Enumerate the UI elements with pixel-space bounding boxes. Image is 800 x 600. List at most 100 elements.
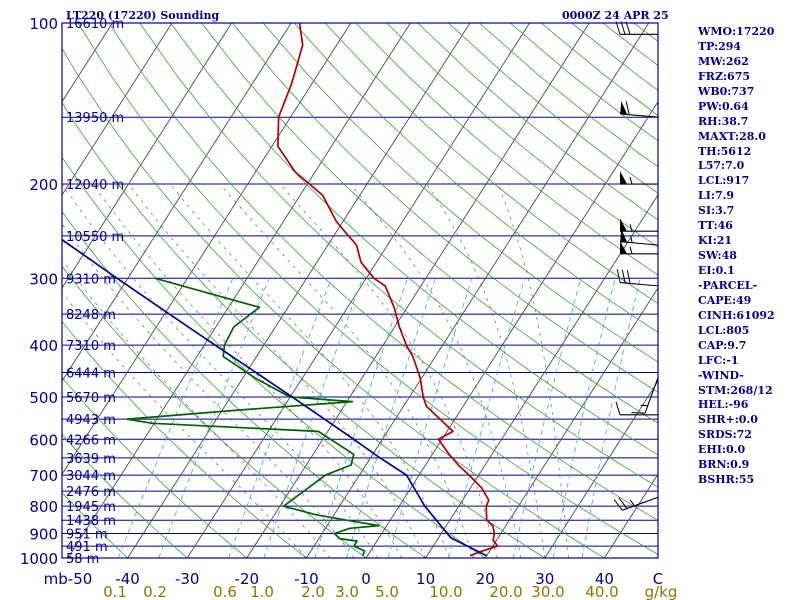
dry-adiabat <box>62 433 188 558</box>
isotherm-line <box>67 23 411 558</box>
height-label: 491 m <box>66 540 108 555</box>
moist-adiabat <box>92 183 403 558</box>
wind-barbs <box>613 21 659 511</box>
mixing-ratio-label: 40.0 <box>585 583 618 600</box>
stat-item: FRZ:675 <box>698 69 751 83</box>
mixing-ratio-line <box>346 278 436 558</box>
height-label: 6444 m <box>66 366 116 381</box>
height-label: 10550 m <box>66 230 124 245</box>
stat-item: TT:46 <box>698 219 733 233</box>
mixing-ratio-label: 1.0 <box>250 583 274 600</box>
height-label: 16610 m <box>66 17 124 32</box>
temperature-tick-label: 0 <box>361 570 371 588</box>
barb-flag <box>621 269 626 284</box>
height-label: 1438 m <box>66 514 116 529</box>
stat-item: CAPE:49 <box>698 293 752 307</box>
stat-item: EHI:0.0 <box>698 443 746 457</box>
moist-adiabat <box>279 183 498 558</box>
stat-item: MW:262 <box>698 54 749 68</box>
pressure-tick-label: 300 <box>29 270 58 288</box>
stat-item: SHR+:0.0 <box>698 413 758 427</box>
temperature-tick-label: -40 <box>115 570 140 588</box>
stat-item: TH:5612 <box>698 144 752 158</box>
dry-adiabat <box>62 47 605 558</box>
mixing-ratio-line <box>552 278 616 558</box>
wind-barb <box>613 496 659 511</box>
isotherm-lines <box>62 23 658 558</box>
dry-adiabat <box>201 23 658 424</box>
stat-item: SI:3.7 <box>698 204 735 218</box>
pressure-tick-label: 800 <box>29 498 58 516</box>
mixing-ratio-label: 10.0 <box>429 583 462 600</box>
isotherm-line <box>365 100 658 558</box>
mixing-ratio-label: 3.0 <box>335 583 359 600</box>
wind-barb <box>616 269 659 287</box>
mixing-ratio-line <box>387 278 473 558</box>
mixing-ratio-line <box>263 278 363 558</box>
stat-item: STM:268/12 <box>698 383 773 397</box>
pressure-tick-label: 500 <box>29 389 58 407</box>
wind-barb <box>631 377 659 414</box>
stat-item: EI:0.1 <box>698 264 735 277</box>
height-label: 2476 m <box>66 485 116 500</box>
pressure-tick-label: 700 <box>29 467 58 485</box>
isotherm-line <box>544 380 658 558</box>
temperature-tick-label: -20 <box>235 570 260 588</box>
mixing-ratio-line <box>448 278 525 558</box>
height-label: 7310 m <box>66 339 116 354</box>
isotherm-line <box>425 194 658 558</box>
dry-adiabat <box>62 320 307 558</box>
stat-item: CAP:9.7 <box>698 338 747 352</box>
sounding-series <box>62 23 499 557</box>
isotherm-line <box>127 23 471 558</box>
mixing-ratio-label: 5.0 <box>375 583 399 600</box>
stat-item: -WIND- <box>698 368 744 382</box>
moist-adiabat <box>497 183 569 558</box>
mixing-ratio-label: 0.6 <box>213 583 237 600</box>
barb-pennant <box>620 228 628 243</box>
stat-item: SRDS:72 <box>698 428 752 442</box>
moist-adiabat <box>219 183 474 558</box>
stat-item: WMO:17220 <box>698 25 775 38</box>
stat-item: TP:294 <box>698 39 742 53</box>
moist-adiabat <box>62 223 355 558</box>
barb-half-flag <box>640 404 648 407</box>
temperature-tick-label: -10 <box>294 570 319 588</box>
mixing-ratio-label: 0.1 <box>103 583 127 600</box>
isotherm-line <box>62 23 352 476</box>
barb-flag <box>613 499 623 511</box>
barb-staff <box>620 282 659 287</box>
barb-flag <box>618 497 628 509</box>
pressure-tick-label: 600 <box>29 431 58 449</box>
dry-adiabat <box>386 23 658 248</box>
plot-frame <box>61 22 659 559</box>
height-label: 12040 m <box>66 178 124 193</box>
mixing-ratio-line <box>512 278 582 558</box>
height-label: 13950 m <box>66 111 124 126</box>
stat-item: BRN:0.9 <box>698 458 750 472</box>
isotherm-line <box>62 23 173 196</box>
sounding-indices: WMO:17220 TP:294 MW:262 FRZ:675 WB0:737 PW:0.… <box>698 24 798 487</box>
dry-adiabat <box>62 265 367 558</box>
dry-adiabat <box>62 491 128 558</box>
dry-adiabat <box>355 23 658 276</box>
barb-half-flag <box>630 235 633 243</box>
wind-barb <box>620 218 658 232</box>
dry-adiabat <box>262 23 658 363</box>
temperature-tick-label: -30 <box>175 570 200 588</box>
height-label: 58 m <box>66 552 99 567</box>
isotherm-line <box>246 23 590 558</box>
wind-barb <box>620 171 658 185</box>
pressure-tick-label: 400 <box>29 337 58 355</box>
barb-pennant <box>620 240 627 254</box>
height-label: 5670 m <box>66 391 116 406</box>
mixing-ratio-label: 30.0 <box>531 583 564 600</box>
wind-barb <box>620 240 658 255</box>
stat-item: KI:21 <box>698 234 733 248</box>
stat-item: PW:0.64 <box>698 99 749 113</box>
mixing-ratio-label: g/kg <box>645 583 678 600</box>
barb-half-flag <box>629 499 635 507</box>
pressure-tick-label: 900 <box>29 526 58 544</box>
pressure-tick-label: 100 <box>29 15 58 33</box>
